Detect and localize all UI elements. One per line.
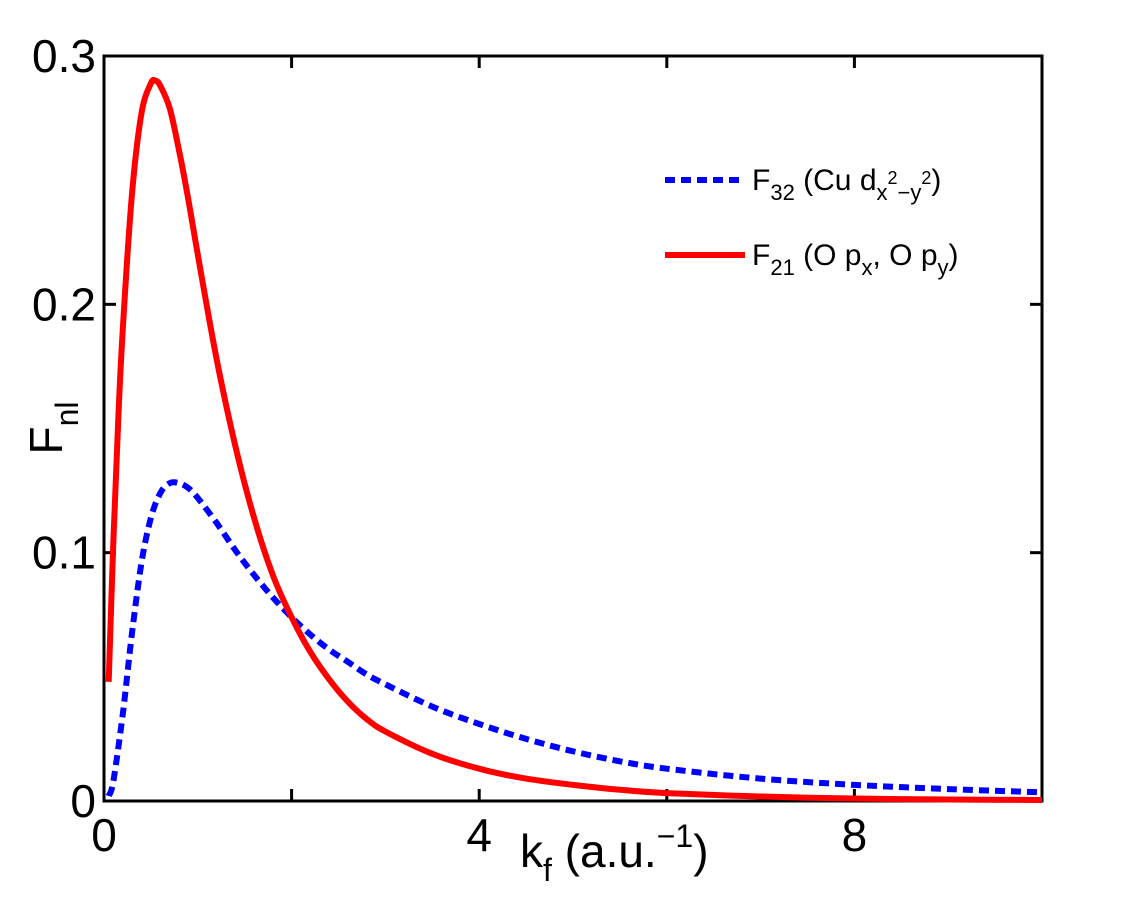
legend: F32 (Cu dx2−y2) F21 (O px, O py)	[665, 164, 959, 280]
x-axis-label-sup: −1	[657, 818, 693, 854]
x-tick-label: 0	[91, 809, 117, 861]
legend-f32-rest: (Cu d	[795, 164, 877, 197]
legend-f32-main: F	[752, 164, 770, 197]
y-axis-label: Fnl	[20, 401, 85, 454]
x-tick-label: 8	[842, 809, 868, 861]
y-tick-label: 0.1	[32, 527, 96, 579]
legend-f32-sub: 32	[770, 180, 794, 205]
x-tick-label: 4	[466, 809, 492, 861]
y-tick-label: 0	[70, 775, 96, 827]
legend-f21-mid: , O p	[873, 239, 938, 272]
legend-f21-rest: (O p	[795, 239, 862, 272]
legend-f21-sub3: y	[938, 255, 949, 280]
x-axis-label-close: )	[693, 825, 708, 877]
legend-label-f32: F32 (Cu dx2−y2)	[752, 164, 941, 205]
y-axis-label-main: F	[20, 426, 72, 454]
legend-f32-sub3: −y	[898, 180, 922, 205]
x-axis-label: kf (a.u.−1)	[520, 818, 709, 888]
legend-f21-sub: 21	[770, 255, 794, 280]
legend-f21-main: F	[752, 239, 770, 272]
legend-f21-sub2: x	[862, 255, 873, 280]
legend-f21-close: )	[949, 239, 959, 272]
legend-f32-sup: 2	[888, 168, 898, 188]
x-axis-label-rest: (a.u.	[552, 825, 657, 877]
legend-label-f21: F21 (O px, O py)	[752, 239, 959, 280]
x-axis-label-main: k	[520, 825, 544, 877]
y-tick-label: 0.2	[32, 278, 96, 330]
series-line-f21	[105, 76, 1043, 803]
x-axis-label-sub: f	[543, 852, 552, 888]
series-line-f32	[105, 479, 1043, 798]
legend-f32-sub2: x	[877, 180, 888, 205]
plot-frame	[102, 54, 1044, 803]
legend-f32-close: )	[931, 164, 941, 197]
legend-f32-sup2: 2	[921, 168, 931, 188]
y-tick-label: 0.3	[32, 30, 96, 82]
y-axis-label-sub: nl	[49, 401, 85, 426]
